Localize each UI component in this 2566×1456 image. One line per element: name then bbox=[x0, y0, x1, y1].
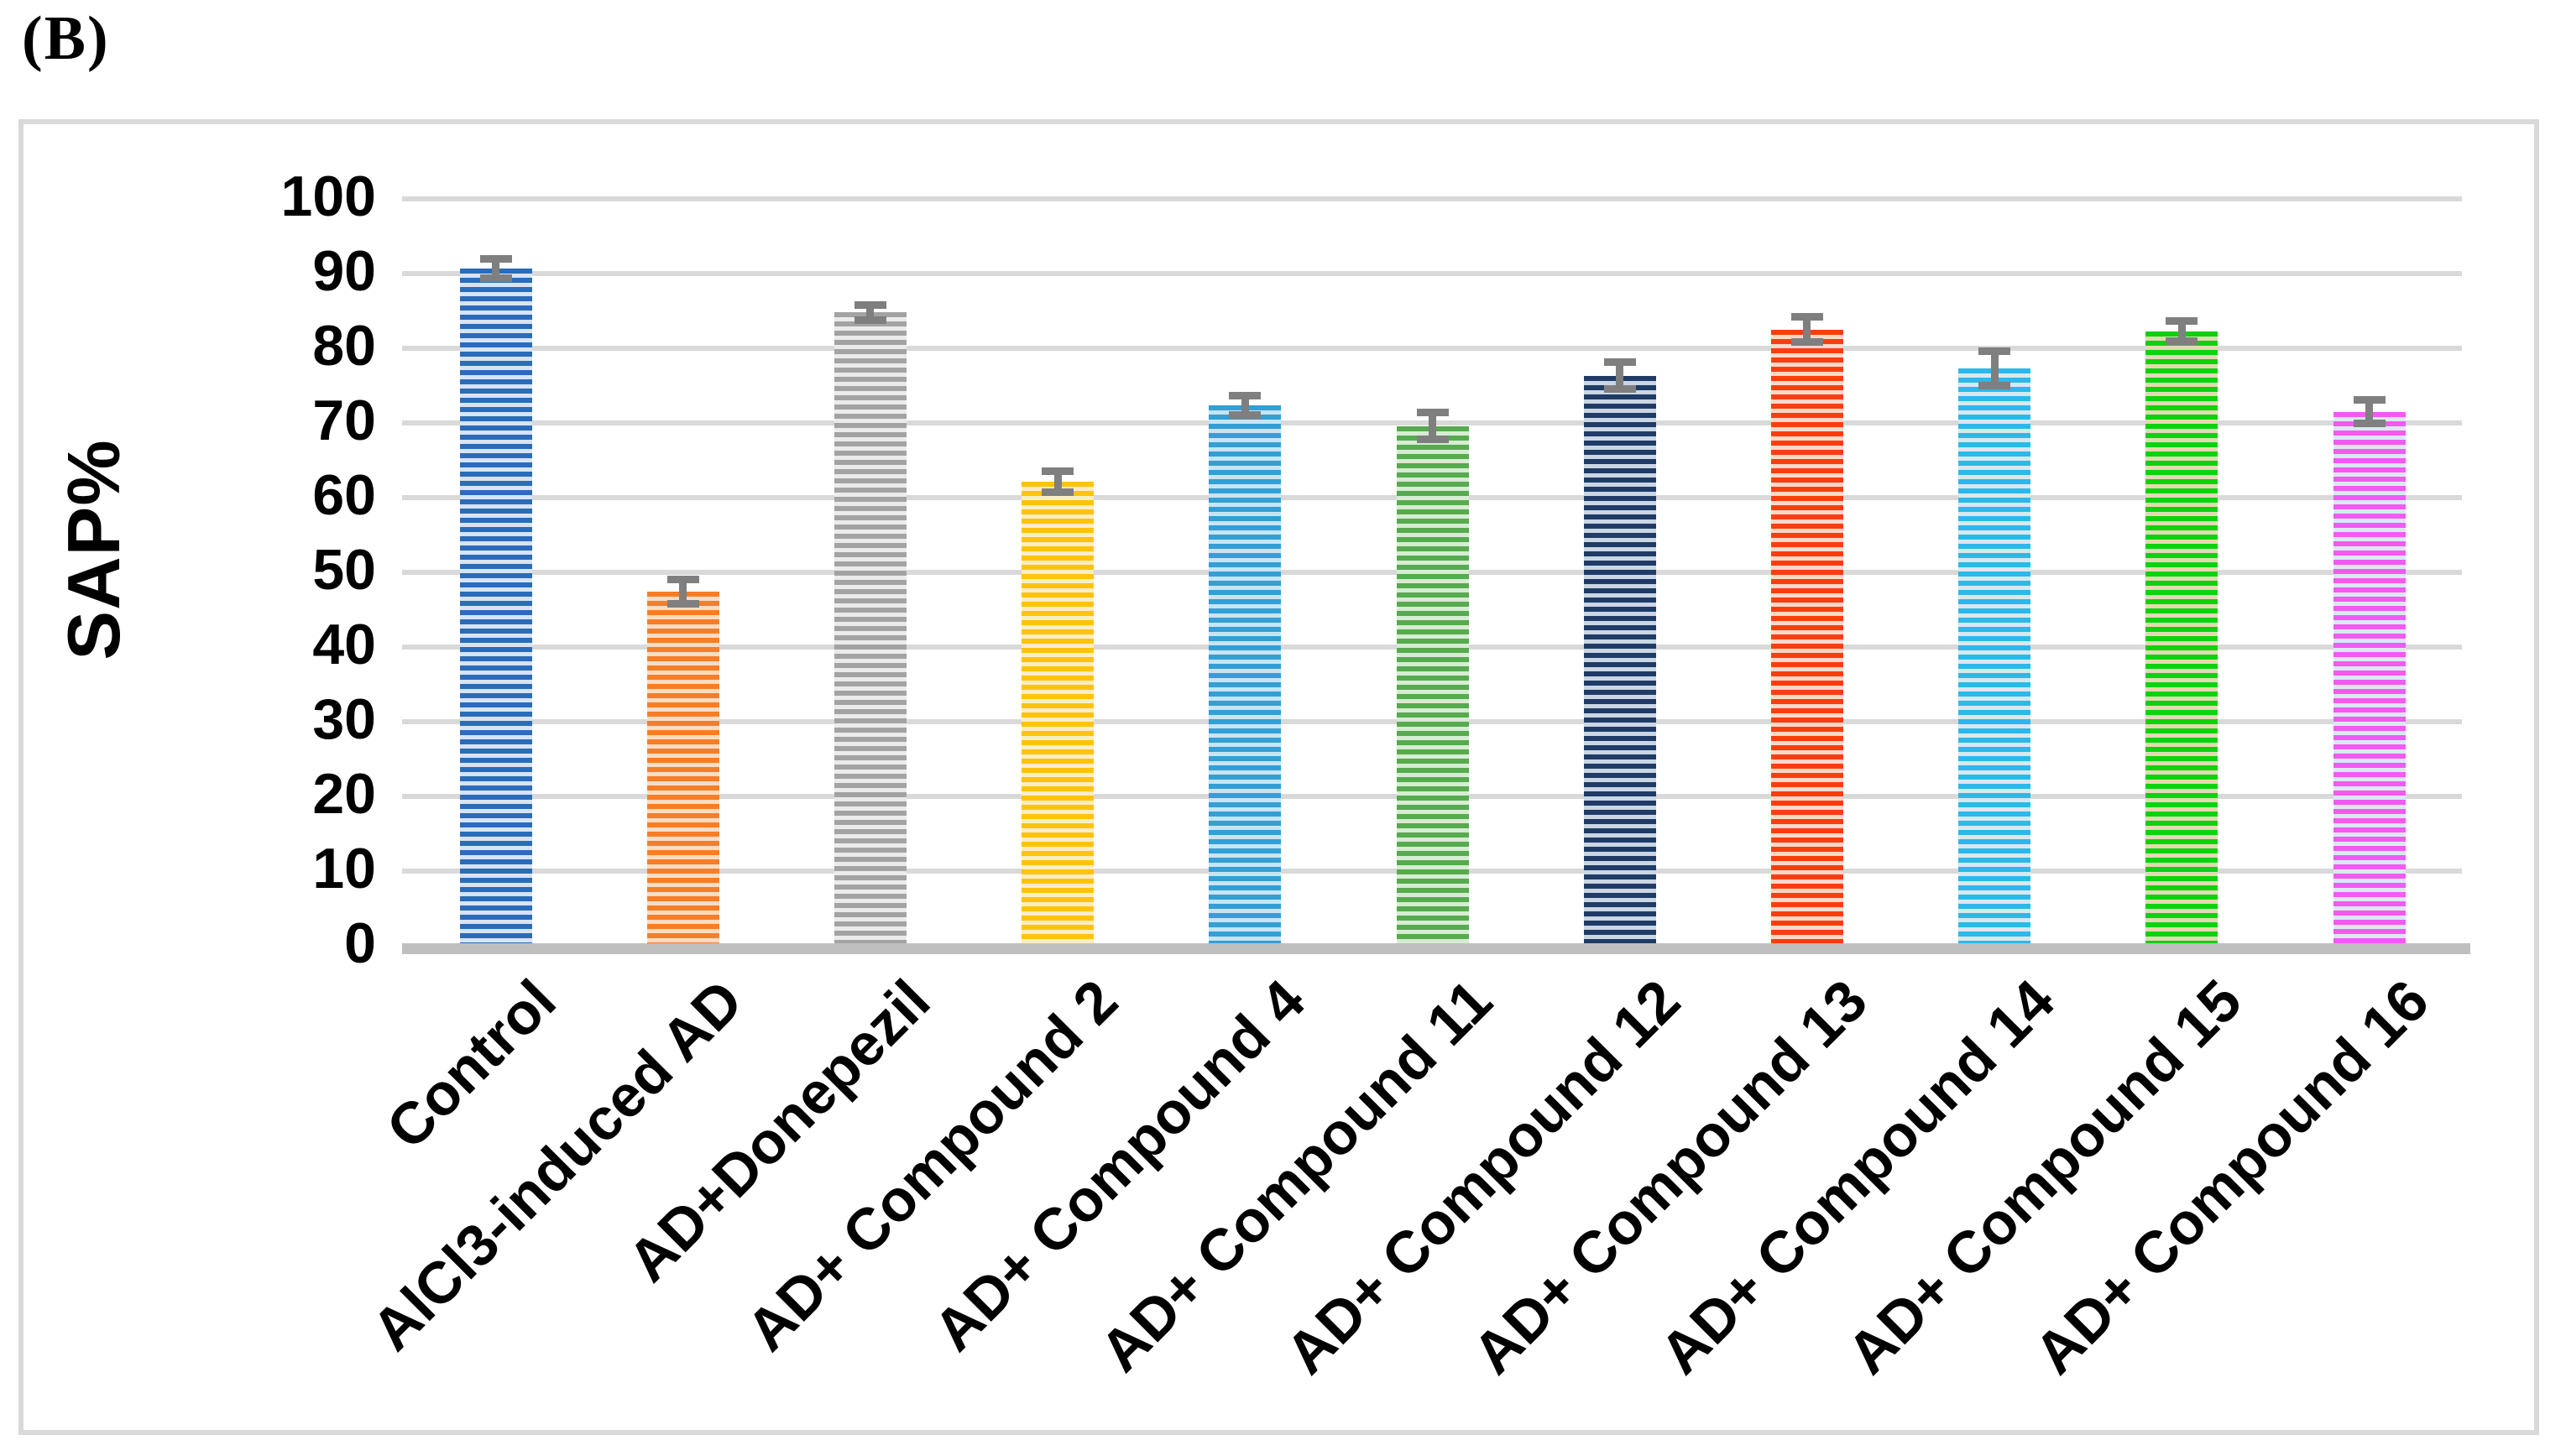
y-tick-label-50: 50 bbox=[312, 537, 376, 602]
error-bar-stem bbox=[1429, 412, 1436, 440]
error-bar-cap-top bbox=[854, 300, 886, 309]
error-bar-stem bbox=[2177, 321, 2186, 342]
error-bar-cap-top bbox=[1978, 347, 2011, 356]
error-bar-stem bbox=[1053, 471, 1062, 493]
error-bar-cap-top bbox=[1603, 358, 1636, 367]
y-tick-label-10: 10 bbox=[312, 836, 376, 900]
y-tick-label-20: 20 bbox=[312, 761, 376, 826]
bar-alcl3-induced-ad bbox=[646, 592, 719, 946]
error-bar-cap-bottom bbox=[479, 274, 512, 282]
gridline-80 bbox=[402, 346, 2462, 351]
error-bar-stem bbox=[679, 579, 687, 604]
error-bar-cap-top bbox=[1416, 409, 1449, 417]
error-bar-cap-bottom bbox=[1229, 410, 1262, 419]
error-bar-cap-top bbox=[2353, 395, 2386, 404]
error-bar-stem bbox=[1990, 351, 1999, 386]
gridline-100 bbox=[402, 196, 2462, 201]
error-bar-stem bbox=[492, 258, 499, 279]
error-bar-stem bbox=[1616, 362, 1624, 389]
bar-ad-compound-12 bbox=[1583, 375, 1656, 946]
y-tick-label-80: 80 bbox=[312, 313, 376, 378]
error-bar-cap-bottom bbox=[2353, 420, 2386, 428]
error-bar-stem bbox=[866, 305, 875, 321]
error-bar-cap-top bbox=[479, 254, 512, 263]
y-tick-label-70: 70 bbox=[312, 388, 376, 452]
bar-ad-compound-15 bbox=[2145, 331, 2218, 946]
bar-ad-compound-16 bbox=[2333, 411, 2406, 946]
y-tick-label-60: 60 bbox=[312, 462, 376, 527]
y-tick-label-100: 100 bbox=[280, 164, 376, 228]
error-bar-stem bbox=[2365, 399, 2373, 424]
error-bar-cap-bottom bbox=[854, 316, 886, 324]
error-bar-stem bbox=[1241, 395, 1249, 415]
error-bar-cap-top bbox=[1042, 467, 1074, 476]
error-bar-cap-bottom bbox=[1978, 382, 2011, 389]
bar-ad-compound-4 bbox=[1209, 404, 1282, 946]
bar-ad-donepezil bbox=[834, 312, 907, 946]
error-bar-cap-bottom bbox=[666, 599, 699, 608]
bar-ad-compound-2 bbox=[1022, 482, 1095, 946]
x-axis-line bbox=[402, 943, 2470, 954]
y-axis-title: SAP% bbox=[52, 439, 135, 660]
error-bar-cap-top bbox=[1229, 391, 1262, 399]
panel-label: (B) bbox=[22, 4, 110, 73]
y-tick-label-30: 30 bbox=[312, 686, 376, 751]
error-bar-cap-bottom bbox=[1790, 338, 1823, 347]
error-bar-cap-top bbox=[2166, 316, 2198, 325]
error-bar-cap-bottom bbox=[1603, 385, 1636, 394]
bar-ad-compound-13 bbox=[1770, 329, 1843, 946]
y-tick-label-40: 40 bbox=[312, 612, 376, 676]
y-tick-label-90: 90 bbox=[312, 238, 376, 303]
error-bar-cap-top bbox=[666, 576, 699, 584]
error-bar-cap-bottom bbox=[2166, 337, 2198, 346]
error-bar-cap-bottom bbox=[1416, 436, 1449, 444]
error-bar-stem bbox=[1803, 316, 1811, 342]
error-bar-cap-top bbox=[1790, 313, 1823, 321]
bar-ad-compound-14 bbox=[1958, 368, 2031, 946]
error-bar-cap-bottom bbox=[1042, 488, 1074, 497]
y-tick-label-0: 0 bbox=[344, 911, 376, 975]
gridline-90 bbox=[402, 271, 2462, 276]
bar-ad-compound-11 bbox=[1396, 425, 1469, 946]
bar-control bbox=[459, 268, 532, 946]
